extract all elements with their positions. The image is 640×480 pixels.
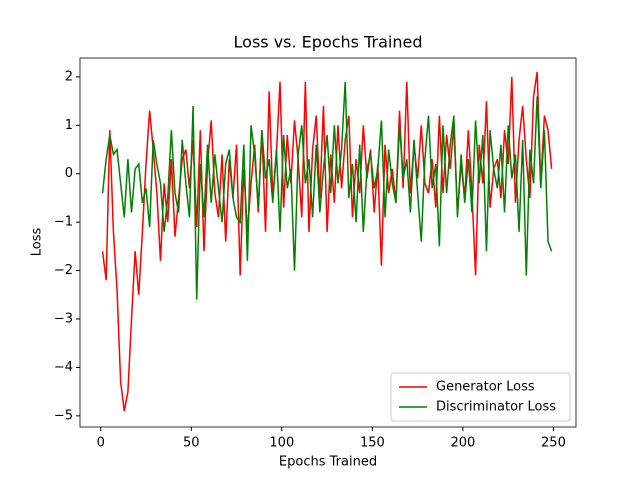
y-tick-label: −4 <box>54 360 73 375</box>
y-tick-label: 2 <box>65 69 73 84</box>
y-axis-label: Loss <box>30 228 45 257</box>
x-tick-label: 0 <box>97 436 105 451</box>
x-tick-label: 200 <box>450 436 475 451</box>
legend-label: Discriminator Loss <box>436 400 556 415</box>
x-tick-label: 50 <box>183 436 200 451</box>
y-tick-label: 0 <box>65 166 73 181</box>
y-tick-label: −5 <box>54 408 73 423</box>
y-tick-label: −1 <box>54 215 73 230</box>
x-tick-label: 150 <box>360 436 385 451</box>
y-tick-label: −2 <box>54 263 73 278</box>
x-tick-label: 100 <box>269 436 294 451</box>
x-tick-label: 250 <box>541 436 566 451</box>
legend-box <box>390 372 571 422</box>
chart-title: Loss vs. Epochs Trained <box>234 33 423 52</box>
line-series <box>101 81 553 300</box>
plot-frame <box>79 57 577 428</box>
y-tick-label: 1 <box>65 118 73 133</box>
y-tick-label: −3 <box>54 312 73 327</box>
x-axis-label: Epochs Trained <box>279 455 377 470</box>
legend: Generator Loss Discriminator Loss <box>390 372 571 422</box>
line-series <box>101 71 553 412</box>
legend-label: Generator Loss <box>436 380 535 395</box>
